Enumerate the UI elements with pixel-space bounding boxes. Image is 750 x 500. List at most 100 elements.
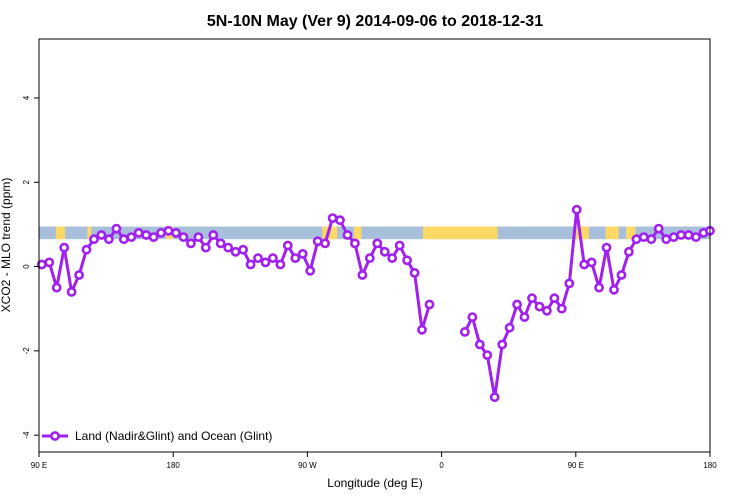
data-point — [193, 232, 204, 242]
legend-marker-swatch — [50, 431, 60, 441]
data-point — [357, 270, 368, 280]
data-point — [238, 244, 248, 255]
y-axis-label: XCO2 - MLO trend (ppm) — [0, 178, 13, 313]
land-patch — [422, 226, 498, 240]
data-point — [148, 232, 159, 242]
data-point — [275, 259, 286, 270]
data-point — [66, 286, 77, 297]
data-point — [474, 339, 485, 350]
data-point — [372, 238, 383, 249]
data-point — [676, 230, 686, 240]
data-point — [527, 293, 537, 304]
data-point — [96, 230, 107, 240]
data-point — [185, 238, 196, 249]
land-patch — [626, 226, 636, 240]
data-point — [387, 253, 398, 263]
data-point — [467, 312, 478, 322]
data-point — [624, 246, 634, 257]
data-point — [133, 227, 144, 238]
data-point — [81, 244, 92, 255]
x-tick-label: 90 E — [568, 461, 584, 470]
data-point — [646, 234, 657, 245]
land-patch — [55, 226, 66, 240]
land-patch — [87, 226, 92, 240]
data-point — [171, 227, 181, 238]
data-point — [89, 234, 99, 245]
data-point — [230, 246, 241, 257]
y-tick-label: -2 — [22, 347, 31, 355]
data-point — [417, 324, 427, 335]
data-point — [661, 234, 672, 245]
data-point — [497, 339, 508, 350]
data-point — [118, 234, 129, 245]
plot-frame — [38, 38, 711, 453]
data-point — [253, 253, 263, 263]
data-point — [459, 326, 470, 337]
data-point — [267, 253, 278, 263]
ocean-band — [39, 226, 710, 240]
data-point — [44, 257, 55, 268]
data-point — [51, 282, 62, 293]
y-tick-label: 2 — [22, 180, 31, 185]
land-patch — [605, 226, 619, 240]
data-point — [74, 270, 84, 280]
data-point — [379, 246, 390, 257]
data-point — [104, 234, 114, 245]
data-point — [556, 303, 567, 314]
data-point — [601, 242, 612, 253]
data-point — [402, 255, 412, 266]
data-point — [504, 322, 515, 333]
chart-title: 5N-10N May (Ver 9) 2014-09-06 to 2018-12… — [207, 13, 543, 30]
data-point — [594, 282, 604, 293]
data-point — [320, 238, 330, 249]
data-point — [282, 240, 293, 251]
series-line — [36, 204, 715, 403]
x-tick-label: 0 — [439, 461, 444, 470]
x-tick-label: 180 — [167, 461, 181, 470]
data-point — [489, 392, 500, 403]
data-point — [512, 299, 522, 310]
data-point — [564, 278, 575, 289]
data-point — [111, 223, 122, 234]
data-point — [549, 293, 560, 304]
land-ocean-band — [39, 226, 710, 240]
x-tick-label: 90 W — [298, 461, 317, 470]
data-point — [519, 312, 530, 322]
land-patch — [353, 226, 362, 240]
y-tick-label: -4 — [22, 431, 31, 439]
data-point — [200, 242, 211, 253]
y-tick-label: 0 — [22, 264, 31, 269]
data-point — [208, 230, 219, 240]
y-tick-label: 4 — [22, 95, 31, 100]
data-point — [609, 284, 619, 295]
data-point — [178, 232, 189, 242]
data-point — [305, 265, 316, 276]
data-point — [260, 257, 271, 268]
data-point — [691, 232, 701, 242]
x-tick-label: 180 — [703, 461, 717, 470]
data-point — [215, 238, 226, 249]
data-point — [542, 305, 552, 316]
data-point — [223, 242, 234, 253]
data-point — [126, 232, 137, 242]
x-axis-label: Longitude (deg E) — [327, 476, 422, 490]
data-point — [482, 350, 493, 360]
data-point — [297, 248, 308, 259]
x-tick-label: 90 E — [31, 461, 47, 470]
data-point — [342, 230, 353, 240]
data-point — [534, 301, 545, 312]
data-point — [349, 238, 360, 249]
data-point — [424, 299, 435, 310]
data-point — [59, 242, 70, 253]
data-point — [638, 232, 649, 242]
x-axis: 90 E 180 90 W 0 90 E 180 — [31, 452, 717, 470]
data-point — [290, 253, 301, 263]
data-point — [586, 257, 597, 268]
data-point — [409, 267, 420, 278]
data-point — [616, 270, 627, 280]
legend-entry-label: Land (Nadir&Glint) and Ocean (Glint) — [75, 429, 272, 443]
data-point — [335, 215, 345, 226]
data-point — [245, 259, 256, 270]
data-point — [394, 240, 405, 251]
